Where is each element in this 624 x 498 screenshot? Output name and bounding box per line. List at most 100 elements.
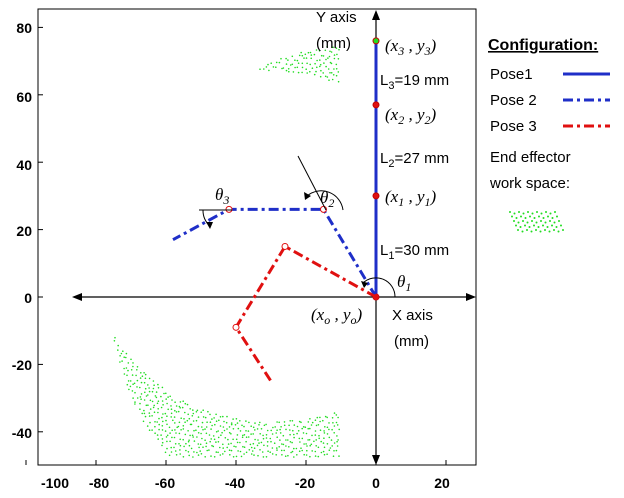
workspace-dot	[240, 455, 243, 458]
workspace-dot	[308, 439, 311, 441]
workspace-dot	[179, 444, 182, 447]
workspace-dot	[233, 445, 235, 448]
workspace-dot	[208, 434, 211, 436]
workspace-dot	[186, 403, 189, 406]
workspace-dot	[241, 424, 243, 427]
workspace-dot	[219, 446, 221, 449]
workspace-dot	[119, 361, 121, 363]
workspace-dot	[332, 422, 334, 424]
workspace-dot	[179, 449, 181, 451]
workspace-dot	[165, 398, 167, 400]
workspace-dot	[293, 436, 295, 439]
legend-dot	[515, 224, 517, 227]
legend-dot	[542, 217, 545, 219]
workspace-dot	[265, 437, 268, 439]
workspace-dot	[297, 430, 300, 432]
legend-dot	[522, 220, 524, 222]
workspace-dot	[257, 454, 259, 457]
workspace-dot	[330, 51, 333, 53]
workspace-dot	[154, 425, 156, 428]
joint-point	[225, 205, 233, 213]
y-tick-label: 60	[16, 89, 32, 105]
workspace-dot	[295, 447, 298, 450]
workspace-dot	[213, 438, 216, 441]
workspace-dot	[335, 449, 338, 452]
workspace-dot	[204, 416, 207, 419]
workspace-dot	[166, 402, 168, 405]
workspace-dot	[127, 362, 130, 364]
workspace-dot	[331, 428, 333, 431]
workspace-dot	[198, 446, 200, 449]
workspace-dot	[294, 59, 296, 61]
legend-dot	[551, 224, 553, 227]
workspace-dot	[288, 424, 290, 427]
workspace-dot	[227, 443, 230, 445]
workspace-dot	[173, 436, 176, 439]
workspace-dot	[298, 54, 301, 57]
workspace-dot	[323, 62, 325, 64]
workspace-dot	[179, 453, 181, 455]
workspace-dot	[275, 454, 278, 456]
workspace-dot	[326, 76, 329, 78]
workspace-dot	[252, 433, 254, 435]
workspace-dot	[338, 48, 340, 51]
p3-label: (x3 , y3)	[385, 36, 437, 58]
workspace-dot	[120, 352, 123, 355]
legend-dot	[533, 217, 536, 219]
workspace-dot	[178, 443, 180, 445]
workspace-dot	[301, 71, 303, 74]
workspace-dot	[226, 446, 228, 449]
workspace-dot	[193, 440, 196, 442]
workspace-dot	[187, 451, 190, 453]
workspace-dot	[162, 404, 164, 406]
workspace-dot	[157, 383, 159, 386]
workspace-dot	[236, 422, 239, 424]
workspace-dot	[151, 390, 154, 393]
workspace-dot	[185, 442, 187, 445]
theta2-label: θ2	[320, 188, 334, 210]
legend-dot	[545, 211, 547, 213]
workspace-dot	[297, 71, 300, 74]
workspace-dot	[152, 387, 155, 390]
workspace-dot	[188, 439, 190, 442]
workspace-dot	[314, 419, 317, 422]
workspace-dot	[148, 390, 151, 393]
workspace-dot	[160, 406, 163, 409]
workspace-dot	[204, 439, 206, 442]
workspace-dot	[322, 450, 325, 453]
workspace-dot	[173, 416, 176, 418]
workspace-dot	[146, 425, 149, 427]
workspace-dot	[287, 59, 289, 61]
workspace-dot	[323, 432, 326, 434]
y-tick-label: -40	[12, 425, 32, 441]
workspace-dot	[172, 419, 174, 422]
workspace-dot	[180, 429, 182, 431]
legend-dot	[511, 215, 513, 218]
workspace-dot	[250, 453, 253, 455]
workspace-dot	[178, 405, 181, 408]
workspace-dot	[205, 432, 208, 435]
workspace-dot	[134, 391, 136, 394]
workspace-dot	[259, 449, 261, 451]
workspace-dot	[140, 381, 143, 384]
workspace-dot	[209, 413, 211, 416]
workspace-dot	[300, 51, 303, 54]
workspace-dot	[192, 456, 194, 458]
workspace-dot	[125, 367, 128, 369]
workspace-dot	[140, 398, 142, 401]
legend-dot	[524, 224, 526, 227]
workspace-dot	[316, 59, 318, 62]
workspace-dot	[265, 423, 267, 426]
workspace-dot	[294, 66, 296, 69]
legend-dot	[529, 215, 531, 218]
workspace-dot	[304, 426, 307, 429]
workspace-dot	[320, 69, 322, 72]
y-tick-labels: 80 60 40 20 0 -20 -40	[12, 20, 32, 441]
x-axis-arrow	[72, 293, 476, 301]
workspace-dot	[301, 66, 304, 69]
workspace-dot	[319, 75, 322, 78]
legend-dot	[527, 211, 529, 213]
workspace-dot	[152, 406, 155, 409]
workspace-dot	[257, 439, 259, 441]
origin-point	[373, 294, 379, 300]
